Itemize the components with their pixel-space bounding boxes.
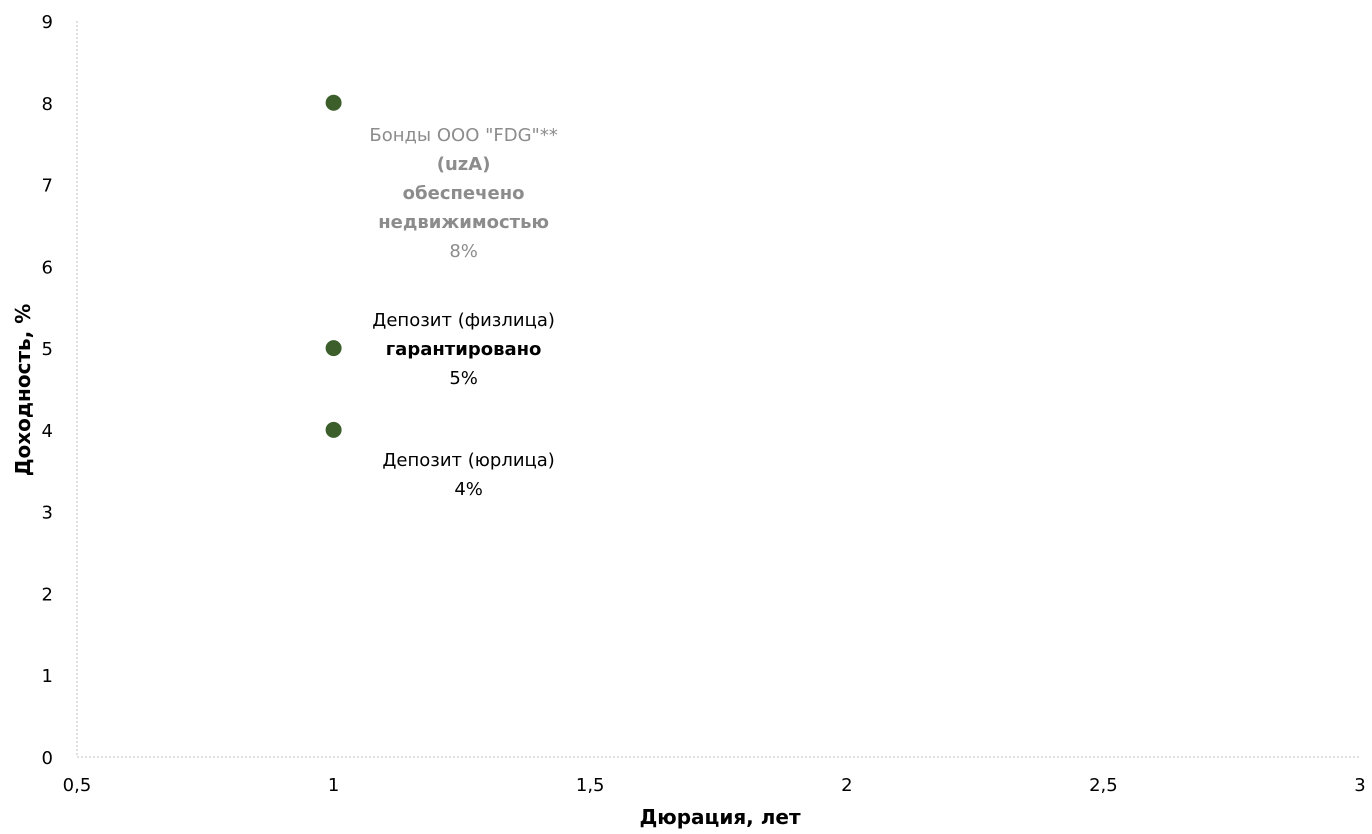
- y-tick-label: 1: [42, 666, 53, 687]
- y-tick-label: 9: [42, 12, 53, 33]
- data-point: [325, 94, 342, 111]
- y-axis-title: Доходность, %: [11, 304, 35, 477]
- data-points: [325, 94, 342, 438]
- data-label-line: Депозит (физлица): [372, 310, 555, 331]
- x-tick-label: 2,5: [1089, 775, 1118, 796]
- y-tick-label: 5: [42, 339, 53, 360]
- x-tick-label: 1,5: [576, 775, 605, 796]
- axes: [76, 21, 1360, 758]
- data-point: [325, 340, 342, 357]
- x-tick-label: 1: [328, 775, 339, 796]
- y-tick-label: 3: [42, 503, 53, 524]
- y-tick-label: 6: [42, 257, 53, 278]
- data-label-line: (uzA): [437, 154, 491, 175]
- y-tick-label: 4: [42, 421, 53, 442]
- data-point: [325, 421, 342, 438]
- y-tick-label: 8: [42, 94, 53, 115]
- data-labels: Бонды ООО "FDG"** (uzA) обеспечено недвижим…: [369, 125, 557, 500]
- y-tick-labels: 0 1 2 3 4 5 6 7 8 9: [42, 12, 53, 769]
- x-tick-labels: 0,5 1 1,5 2 2,5 3: [63, 775, 1366, 796]
- data-label-value: 5%: [449, 368, 478, 389]
- x-axis-title: Дюрация, лет: [639, 805, 801, 829]
- y-tick-label: 0: [42, 748, 53, 769]
- data-label-value: 4%: [454, 479, 483, 500]
- y-tick-label: 7: [42, 176, 53, 197]
- data-label-line: гарантировано: [386, 339, 542, 360]
- data-label-value: 8%: [449, 241, 478, 262]
- x-tick-label: 0,5: [63, 775, 92, 796]
- y-tick-label: 2: [42, 584, 53, 605]
- data-label-line: Депозит (юрлица): [382, 450, 555, 471]
- data-label-line: обеспечено: [403, 183, 525, 204]
- x-tick-label: 3: [1354, 775, 1365, 796]
- data-label-line: недвижимостью: [378, 212, 549, 233]
- x-tick-label: 2: [841, 775, 852, 796]
- data-label-line: Бонды ООО "FDG"**: [369, 125, 557, 146]
